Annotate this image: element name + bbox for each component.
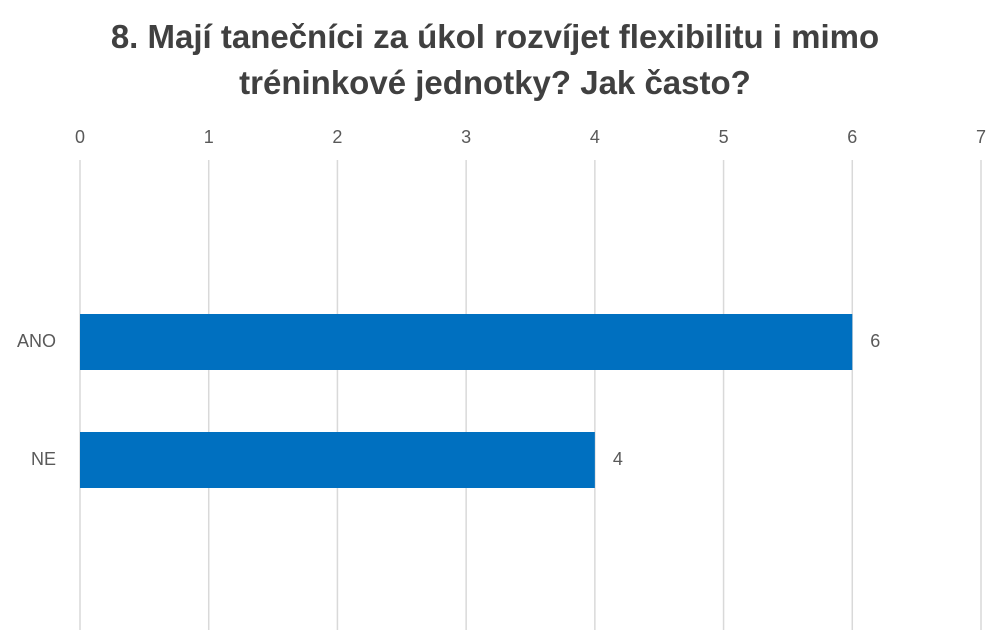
x-tick-label: 2 xyxy=(332,127,342,147)
data-label: 4 xyxy=(613,449,623,469)
x-tick-label: 0 xyxy=(75,127,85,147)
data-label: 6 xyxy=(870,331,880,351)
x-tick-label: 1 xyxy=(204,127,214,147)
x-tick-label: 6 xyxy=(847,127,857,147)
x-tick-label: 4 xyxy=(590,127,600,147)
bar xyxy=(80,314,853,370)
x-tick-label: 5 xyxy=(719,127,729,147)
x-tick-label: 3 xyxy=(461,127,471,147)
chart-title: 8. Mají tanečníci za úkol rozvíjet flexi… xyxy=(110,18,880,101)
y-tick-label: NE xyxy=(31,449,56,469)
x-tick-label: 7 xyxy=(976,127,986,147)
y-tick-label: ANO xyxy=(17,331,56,351)
bar xyxy=(80,432,595,488)
